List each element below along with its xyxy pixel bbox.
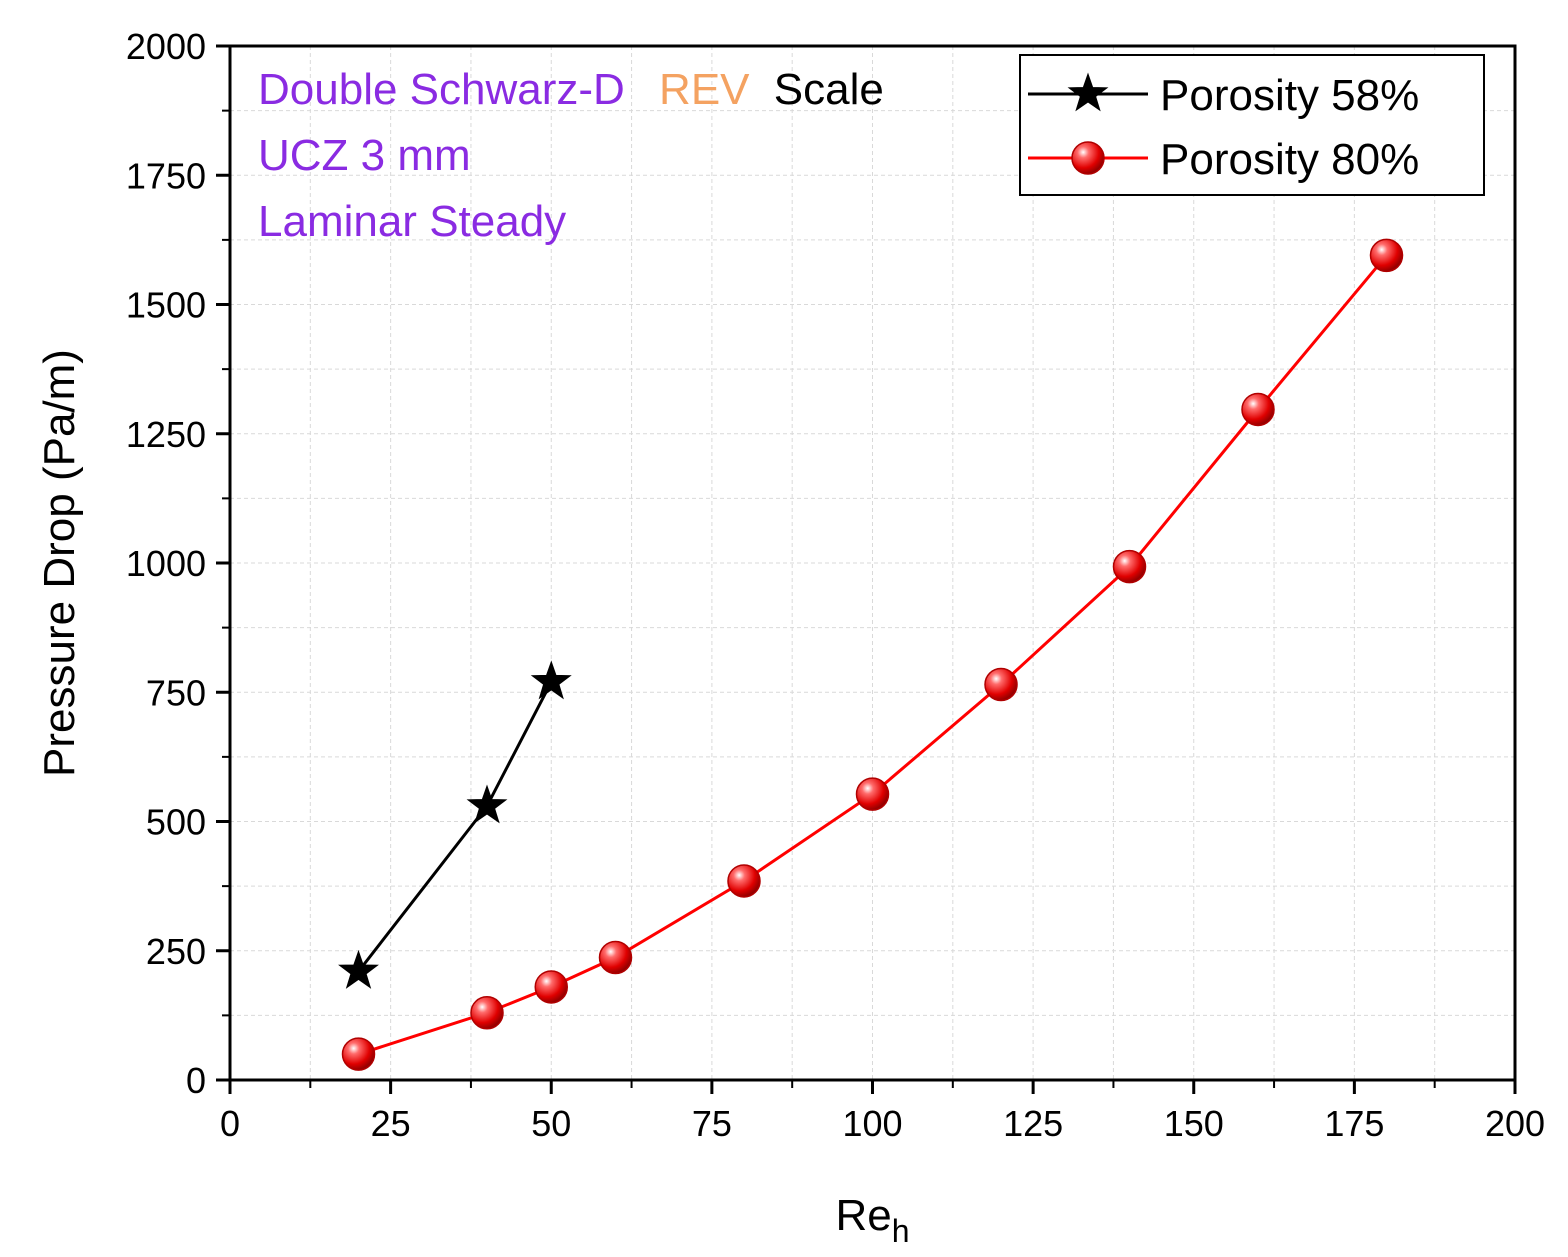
data-point [530,660,572,700]
annotation-line-1: Double Schwarz-D REV Scale [258,65,884,114]
x-axis-title: Reh [835,1191,909,1249]
x-tick-label: 25 [371,1103,411,1144]
y-tick-label: 1250 [126,414,206,455]
y-tick-label: 0 [186,1060,206,1101]
x-tick-label: 0 [220,1103,240,1144]
series-line [357,681,553,973]
data-point [534,970,568,1004]
y-tick-label: 1750 [126,155,206,196]
data-point [855,777,890,811]
annotation-block: Double Schwarz-D REV Scale UCZ 3 mm Lami… [258,65,884,246]
grid [230,46,1515,1080]
annotation-line-2: UCZ 3 mm [258,131,471,180]
x-tick-label: 125 [1003,1103,1063,1144]
data-point [1241,392,1275,427]
x-tick-label: 150 [1164,1103,1224,1144]
x-tick-label: 200 [1485,1103,1545,1144]
data-point [338,949,379,989]
annotation-rev: REV [659,65,750,114]
annotation-scale: Scale [774,65,884,114]
x-tick-label: 100 [842,1103,902,1144]
y-tick-label: 500 [146,802,206,843]
series-layer [338,238,1404,1071]
legend-star-icon [1067,72,1109,112]
y-tick-label: 750 [146,672,206,713]
data-point [470,996,504,1030]
legend-marker-porosity-80 [1071,141,1105,175]
y-axis-title: Pressure Drop (Pa/m) [35,349,84,777]
x-tick-label: 175 [1324,1103,1384,1144]
series-2 [341,238,1404,1071]
data-point [466,784,508,824]
y-tick-label: 250 [146,931,206,972]
x-tick-label: 75 [692,1103,732,1144]
x-tick-label: 50 [531,1103,571,1144]
y-tick-label: 1500 [126,285,206,326]
data-point [1369,238,1404,273]
annotation-line-3: Laminar Steady [258,197,566,246]
data-point [598,940,633,975]
y-tick-label: 2000 [126,26,206,67]
data-point [984,667,1018,702]
y-tick-label: 1000 [126,543,206,584]
data-point [341,1037,376,1071]
data-point [727,864,761,898]
series-1 [338,660,572,989]
legend-sphere-icon [1071,141,1105,175]
axis-ticks: 0 25 50 75 100 125 150 175 200025050075010001250… [126,26,1545,1144]
legend: Porosity 58% Porosity 80% [1019,54,1485,196]
series-line [358,254,1388,1056]
legend-label-porosity-58: Porosity 58% [1160,71,1419,120]
annotation-structure: Double Schwarz-D [258,65,625,114]
legend-label-porosity-80: Porosity 80% [1160,135,1419,184]
legend-marker-porosity-58 [1067,72,1109,112]
data-point [1112,549,1147,584]
